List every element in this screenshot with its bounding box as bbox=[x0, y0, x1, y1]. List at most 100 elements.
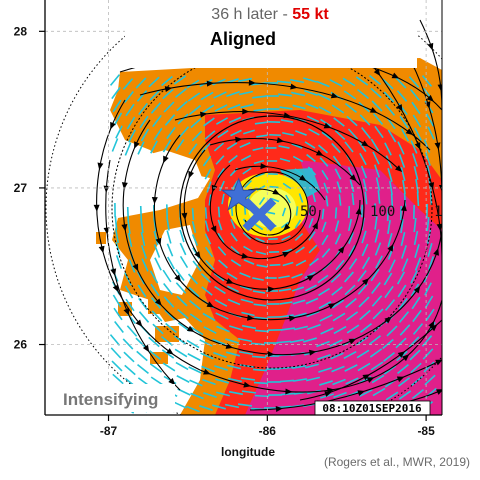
wind-vector bbox=[293, 312, 307, 318]
wind-vector bbox=[202, 378, 216, 386]
streamline-arrow bbox=[243, 381, 251, 388]
timestamp: 08:10Z01SEP2016 bbox=[322, 402, 422, 415]
streamline-arrow bbox=[366, 377, 375, 383]
wind-vector bbox=[153, 127, 163, 141]
wind-vector bbox=[166, 126, 176, 140]
wind-vector bbox=[308, 218, 314, 228]
wind-vector bbox=[371, 295, 383, 307]
wind-vector bbox=[375, 255, 383, 269]
streamline-arrow bbox=[247, 314, 255, 321]
streamline-arrow bbox=[121, 182, 128, 190]
wind-vector bbox=[345, 377, 359, 385]
streamline-arrow bbox=[241, 252, 249, 259]
wind-vector bbox=[175, 361, 189, 371]
wind-vector bbox=[212, 404, 226, 410]
streamline-arrow bbox=[110, 121, 116, 130]
wind-vector bbox=[408, 336, 420, 348]
wind-vector bbox=[149, 363, 163, 373]
wind-vector bbox=[237, 77, 253, 83]
wind-vector bbox=[412, 114, 422, 128]
wind-vector bbox=[308, 128, 320, 136]
streamline-arrow bbox=[285, 388, 293, 395]
wind-vector bbox=[331, 104, 345, 114]
streamline-arrow bbox=[200, 111, 208, 118]
wind-vector bbox=[410, 270, 418, 284]
streamline-arrow bbox=[123, 307, 130, 316]
wind-vector bbox=[205, 259, 215, 271]
x-axis-label: longitude bbox=[221, 445, 275, 459]
wind-vector bbox=[424, 282, 432, 296]
wind-vector bbox=[230, 245, 240, 255]
wind-vector bbox=[149, 89, 161, 101]
wind-vector bbox=[355, 76, 369, 86]
wind-vector bbox=[126, 116, 136, 130]
wind-vector bbox=[253, 108, 267, 112]
wind-vector bbox=[150, 376, 164, 386]
streamline-arrow bbox=[186, 325, 195, 333]
wind-vector bbox=[424, 295, 434, 309]
wind-vector bbox=[375, 177, 381, 191]
wind-vector bbox=[213, 91, 227, 99]
wind-vector bbox=[414, 127, 422, 141]
wind-vector bbox=[291, 286, 305, 292]
wind-vector bbox=[153, 218, 157, 232]
streamline-arrow bbox=[226, 278, 234, 284]
streamline-arrow bbox=[142, 344, 150, 353]
wind-vector bbox=[295, 246, 305, 254]
wind-vector bbox=[252, 146, 264, 152]
streamline-arrow bbox=[315, 149, 324, 156]
ring-100km bbox=[179, 115, 365, 301]
intensity-label: Intensifying bbox=[63, 390, 158, 409]
wind-vector bbox=[356, 349, 370, 359]
wind-vector bbox=[329, 339, 343, 347]
streamline-arrow bbox=[283, 223, 291, 231]
wind-vector bbox=[334, 129, 346, 141]
wind-vector bbox=[217, 129, 229, 139]
wind-vector bbox=[289, 78, 305, 84]
wind-vector bbox=[398, 390, 412, 400]
wind-vector bbox=[281, 235, 291, 241]
streamline-arrow bbox=[206, 80, 214, 87]
wind-vector bbox=[309, 257, 319, 267]
wind-vector bbox=[253, 159, 265, 165]
wind-vector bbox=[226, 351, 240, 357]
wind-vector bbox=[359, 389, 373, 397]
wind-vector bbox=[382, 338, 394, 350]
wind-vector bbox=[398, 154, 406, 168]
wind-vector bbox=[412, 323, 424, 335]
wind-vector bbox=[187, 353, 201, 361]
wind-vector bbox=[200, 91, 214, 101]
wind-vector bbox=[333, 391, 347, 399]
wind-vector bbox=[163, 296, 175, 308]
wind-vector bbox=[254, 329, 270, 333]
wind-vector bbox=[386, 207, 390, 221]
streamline-arrow bbox=[188, 170, 195, 179]
wind-vector bbox=[319, 380, 333, 386]
wind-vector bbox=[190, 392, 204, 400]
wind-vector bbox=[425, 152, 431, 166]
wind-vector bbox=[304, 271, 316, 279]
wind-vector bbox=[212, 338, 226, 346]
title-line2: Aligned bbox=[210, 29, 276, 49]
wind-vector bbox=[255, 237, 265, 243]
wind-vector bbox=[305, 102, 319, 110]
streamline-arrow bbox=[330, 92, 339, 99]
streamline-arrow bbox=[163, 155, 169, 164]
wind-vector bbox=[243, 259, 255, 265]
streamline-arrow bbox=[103, 227, 110, 235]
wind-vector bbox=[401, 258, 409, 272]
wind-vector bbox=[427, 243, 433, 257]
wind-vector bbox=[225, 338, 239, 344]
wind-vector bbox=[383, 272, 393, 286]
wind-vector bbox=[304, 89, 318, 97]
y-tick-label: 26 bbox=[14, 338, 28, 352]
wind-vector bbox=[135, 77, 147, 89]
wind-vector bbox=[361, 256, 371, 270]
wind-vector bbox=[256, 134, 268, 138]
wind-vector bbox=[230, 219, 236, 229]
wind-vector bbox=[216, 391, 230, 397]
streamline-arrow bbox=[437, 84, 442, 92]
wind-vector bbox=[396, 90, 408, 102]
wind-vector bbox=[113, 112, 123, 126]
wind-vector bbox=[421, 75, 433, 87]
